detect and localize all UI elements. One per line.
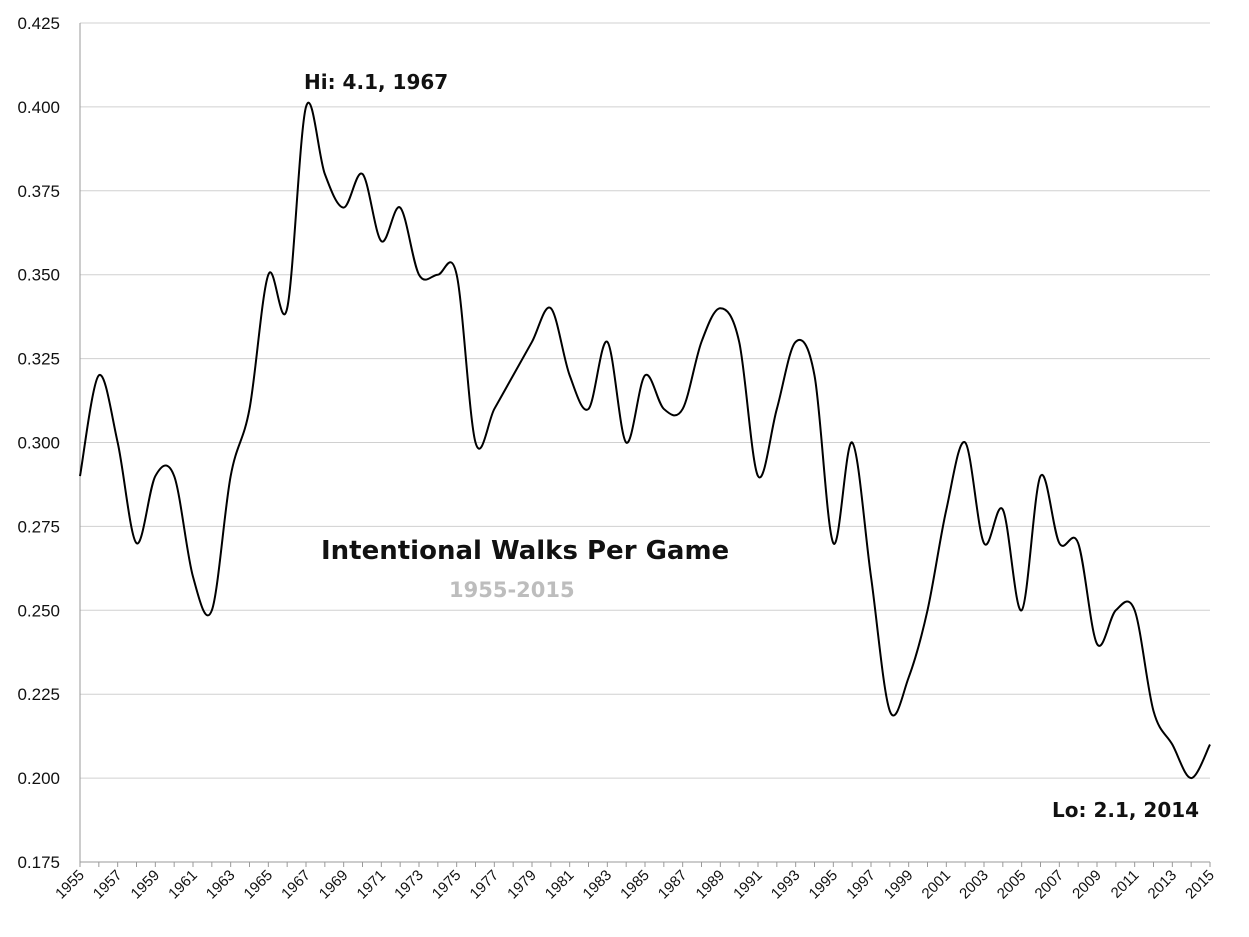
y-tick-label: 0.225 <box>17 685 60 704</box>
y-tick-label: 0.375 <box>17 182 60 201</box>
x-tick-label: 1975 <box>429 867 465 903</box>
annotation-low: Lo: 2.1, 2014 <box>1052 798 1200 822</box>
x-tick-label: 1973 <box>391 867 427 903</box>
x-tick-label: 2015 <box>1182 867 1218 903</box>
x-tick-label: 1985 <box>617 867 653 903</box>
x-tick-label: 2007 <box>1032 867 1068 903</box>
y-tick-label: 0.300 <box>17 434 60 453</box>
x-tick-label: 1999 <box>881 867 917 903</box>
x-tick-label: 1979 <box>504 867 540 903</box>
series-layer <box>79 102 1211 780</box>
x-tick-label: 1961 <box>165 867 201 903</box>
x-axis: 1955 1957 1959 1961 1963 1965 1967 1969 1971 1973… <box>52 861 1218 903</box>
x-tick-label: 1993 <box>768 867 804 903</box>
x-tick-label: 1967 <box>278 867 314 903</box>
x-tick-label: 1997 <box>843 867 879 903</box>
series-line-0 <box>79 102 1211 780</box>
y-tick-label: 0.350 <box>17 266 60 285</box>
y-tick-label: 0.400 <box>17 98 60 117</box>
x-tick-label: 1969 <box>316 867 352 903</box>
x-tick-label: 1957 <box>90 867 126 903</box>
y-axis: 0.175 0.200 0.225 0.250 0.275 0.300 0.325 0.350… <box>17 14 81 872</box>
y-tick-label: 0.250 <box>17 601 60 620</box>
y-tick-label: 0.200 <box>17 769 60 788</box>
gridlines <box>80 22 1210 779</box>
annotation-high: Hi: 4.1, 1967 <box>304 70 449 94</box>
x-tick-label: 1971 <box>354 867 390 903</box>
y-tick-label: 0.175 <box>17 853 60 872</box>
y-tick-label: 0.325 <box>17 350 60 369</box>
x-tick-label: 1989 <box>693 867 729 903</box>
x-tick-label: 2009 <box>1069 867 1105 903</box>
x-tick-label: 1977 <box>467 867 503 903</box>
x-tick-label: 1955 <box>52 867 88 903</box>
x-tick-label: 2003 <box>956 867 992 903</box>
x-tick-label: 1981 <box>542 867 578 903</box>
x-tick-label: 2001 <box>919 867 955 903</box>
x-tick-label: 2013 <box>1145 867 1181 903</box>
x-tick-label: 1987 <box>655 867 691 903</box>
y-tick-label: 0.425 <box>17 14 60 33</box>
chart-title: Intentional Walks Per Game <box>321 536 730 566</box>
x-tick-label: 1995 <box>806 867 842 903</box>
x-tick-label: 1991 <box>730 867 766 903</box>
x-tick-label: 1983 <box>580 867 616 903</box>
x-tick-label: 2011 <box>1108 867 1143 902</box>
x-tick-label: 1959 <box>128 867 164 903</box>
chart-subtitle: 1955-2015 <box>449 578 575 602</box>
x-tick-label: 1965 <box>241 867 277 903</box>
y-tick-label: 0.275 <box>17 517 60 536</box>
x-tick-label: 1963 <box>203 867 239 903</box>
x-tick-label: 2005 <box>994 867 1030 903</box>
